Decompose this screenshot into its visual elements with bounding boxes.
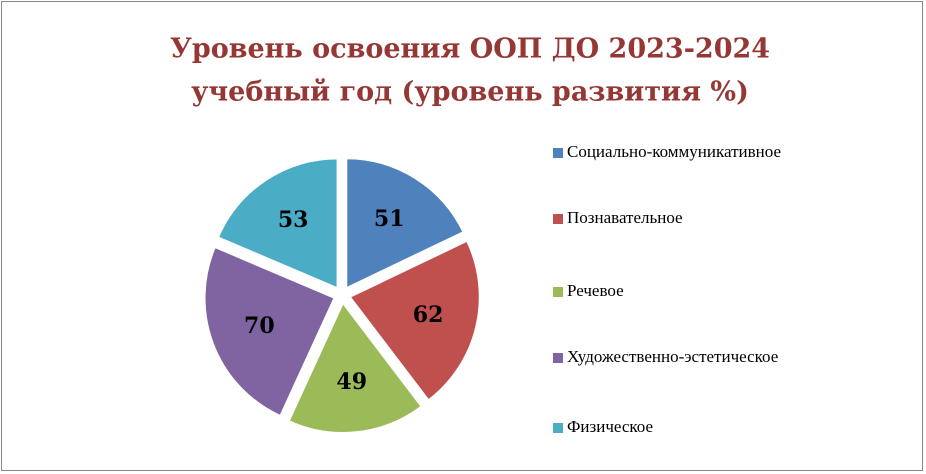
chart-title: учебный год (уровень развития %) — [191, 77, 749, 108]
pie-slice — [216, 157, 339, 290]
legend-label: Речевое — [567, 281, 624, 300]
legend-swatch — [553, 287, 563, 297]
pie-slice — [348, 239, 481, 402]
pie-slice — [287, 301, 423, 434]
legend-label: Художественно-эстетическое — [567, 347, 778, 366]
legend-label: Социально-коммуникативное — [567, 142, 781, 161]
pie-slice — [203, 245, 336, 418]
data-label: 51 — [374, 206, 405, 232]
legend-swatch — [553, 148, 563, 158]
legend-swatch — [553, 423, 563, 433]
data-label: 49 — [336, 369, 367, 395]
data-label: 62 — [413, 302, 444, 328]
pie-slice — [345, 157, 465, 290]
legend-swatch — [553, 353, 563, 363]
legend-swatch — [553, 214, 563, 224]
data-label: 53 — [278, 207, 309, 233]
chart-title: Уровень освоения ООП ДО 2023-2024 — [170, 34, 770, 65]
legend-label: Физическое — [567, 417, 653, 436]
legend-label: Познавательное — [567, 208, 683, 227]
data-label: 70 — [244, 313, 275, 339]
